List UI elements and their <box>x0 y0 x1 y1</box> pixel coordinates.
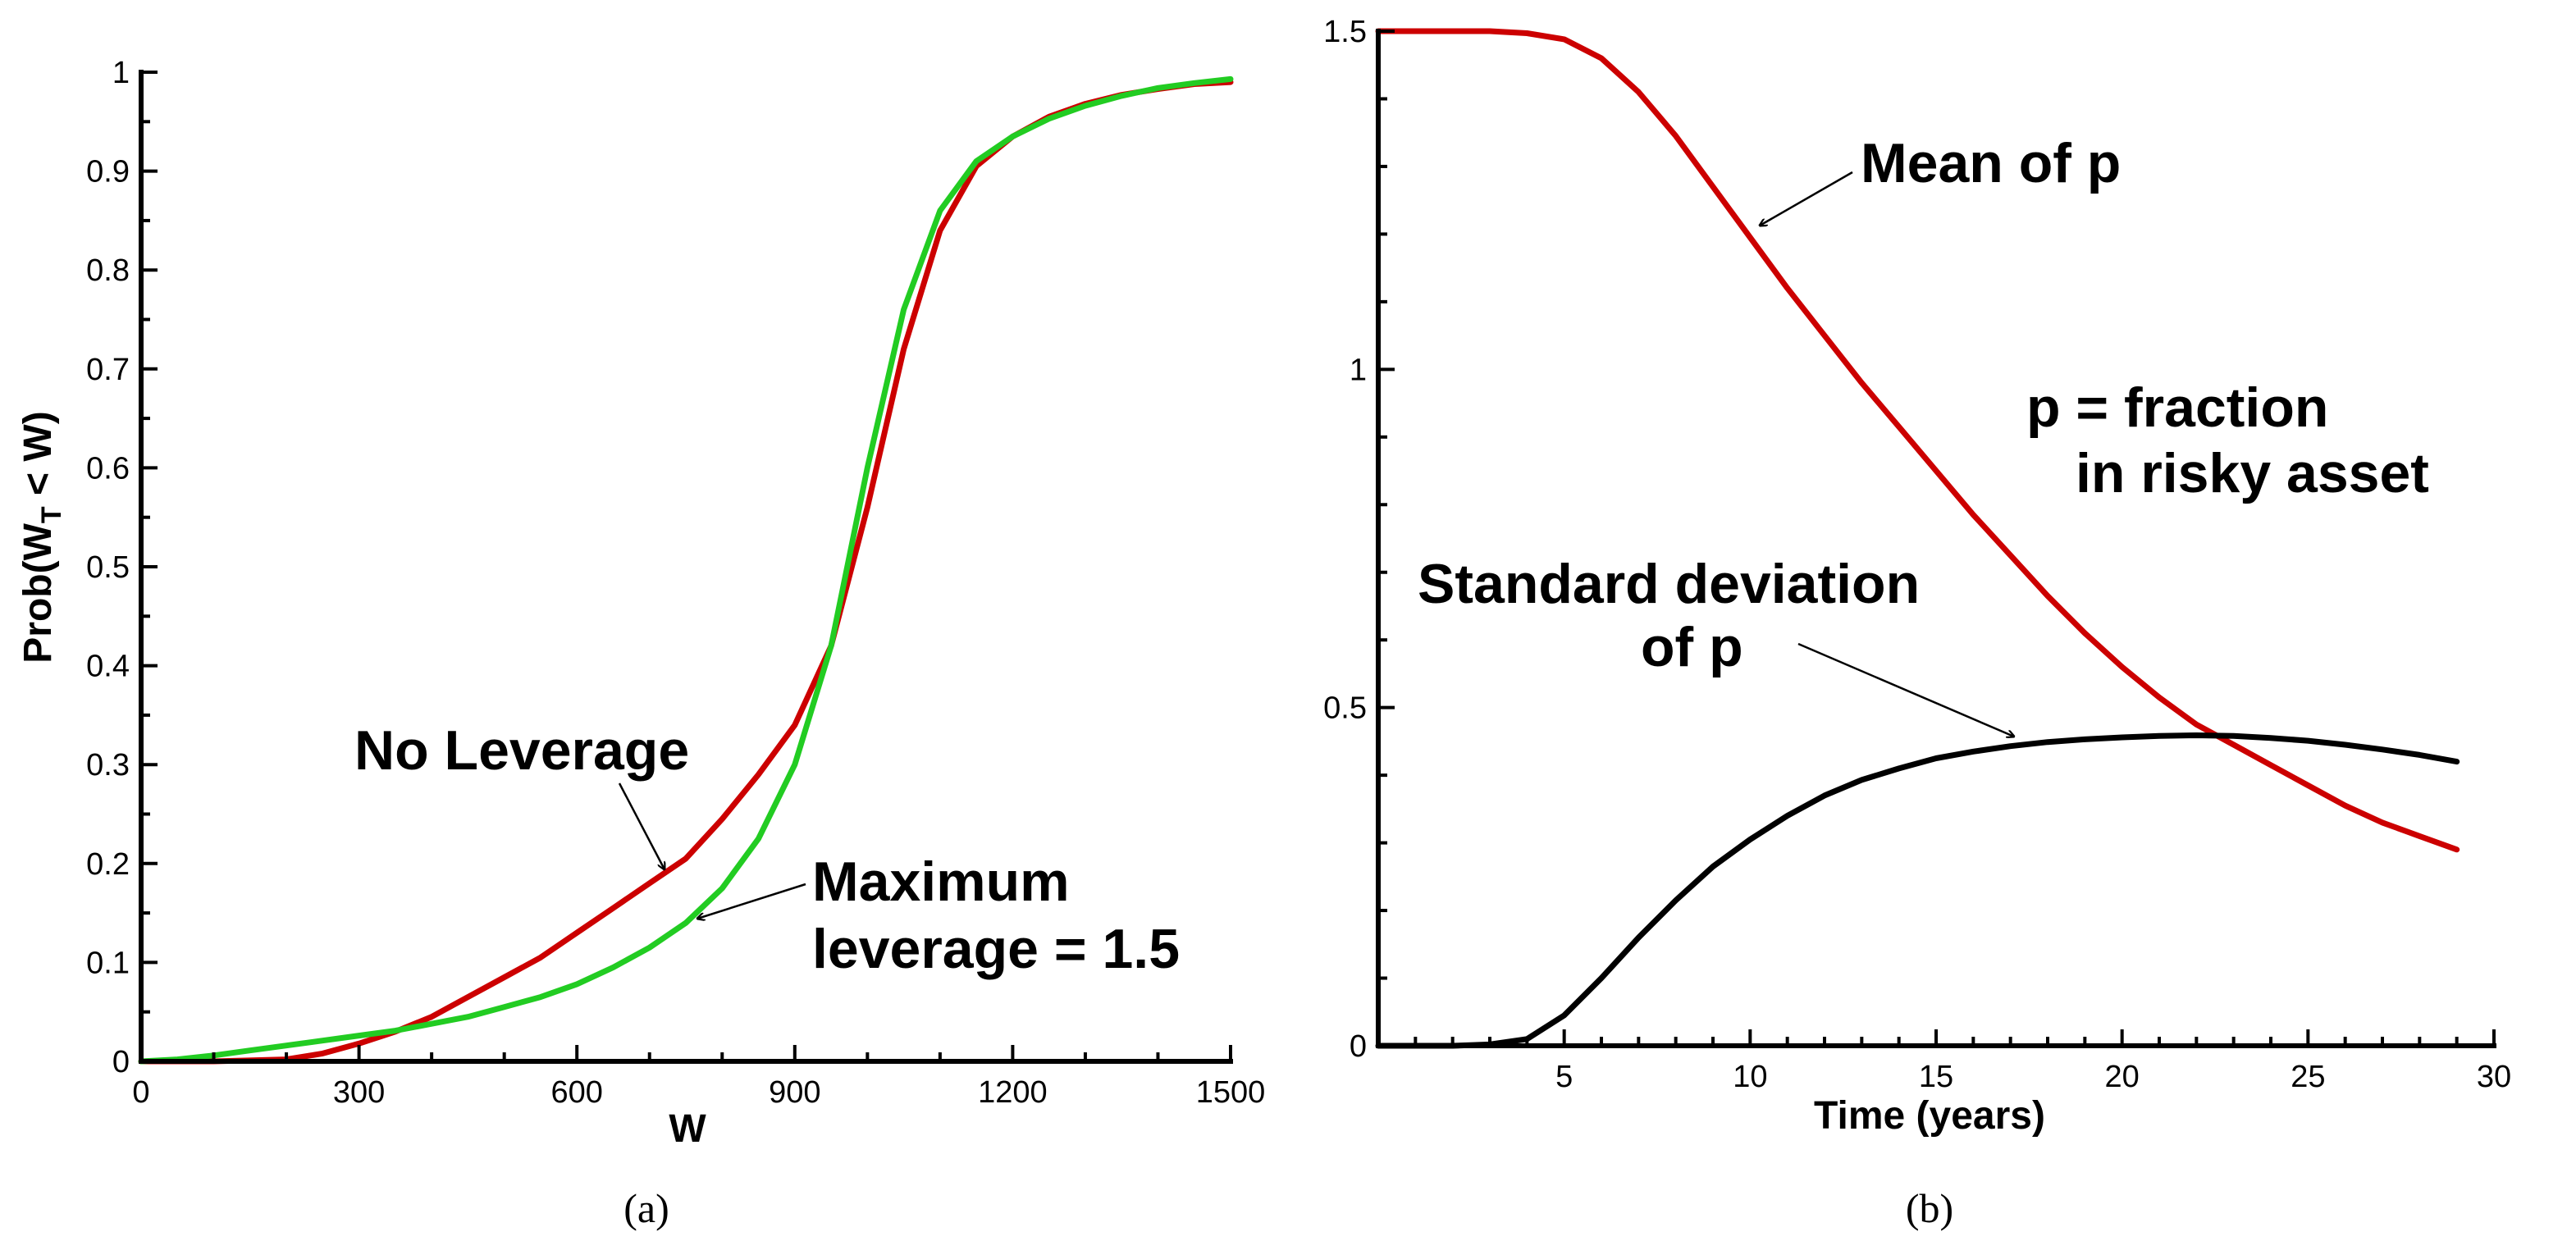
panel-a-y-axis-title: Prob(WT < W) <box>16 411 67 663</box>
panel-a-y-tick-label: 0.8 <box>86 253 130 288</box>
annotation-std-dev-line2: of p <box>1641 616 1743 678</box>
panel-b-x-tick-label: 30 <box>2477 1060 2511 1094</box>
panel-b-label: (b) <box>1906 1185 1953 1231</box>
panel-a-y-tick-label: 0.3 <box>86 748 130 782</box>
annotation-no-leverage-arrow <box>618 782 665 869</box>
panel-a-series-no-leverage <box>138 79 1234 1065</box>
panel-a-series-maximum-leverage-1-5 <box>138 75 1234 1065</box>
panel-a-x-tick-label: 600 <box>550 1075 602 1110</box>
panel-a-axes: 0 300 600 900 1200 1500 0 0.1 0.2 0.3 0.4 0.5 0.6 0.7… <box>86 56 1265 1110</box>
panel-a-y-tick-label: 0 <box>112 1045 130 1079</box>
panel-a-x-tick-label: 900 <box>769 1075 820 1110</box>
y-title-rest: < W) <box>16 411 60 506</box>
panel-a-y-tick-label: 0.1 <box>86 946 130 980</box>
annotation-std-dev-arrow <box>1797 642 2014 737</box>
panel-b-series-standard-deviation-of-p <box>1375 732 2460 1049</box>
annotation-mean-of-p-arrow <box>1760 171 1853 226</box>
panel-b-x-tick-label: 5 <box>1555 1060 1573 1094</box>
y-title-sub: T <box>36 506 67 523</box>
panel-a-x-tick-label: 0 <box>132 1075 149 1110</box>
annotation-no-leverage: No Leverage <box>354 719 689 782</box>
panel-a-y-tick-label: 0.5 <box>86 550 130 585</box>
annotation-p-fraction-line2: in risky asset <box>2076 442 2429 504</box>
panel-a-x-tick-label: 1200 <box>978 1075 1048 1110</box>
panel-a-y-tick-label: 0.6 <box>86 451 130 486</box>
annotation-p-fraction-line1: p = fraction <box>2026 376 2328 439</box>
panel-b-series-mean-of-p <box>1375 28 2460 853</box>
panel-a-y-tick-label: 0.7 <box>86 353 130 387</box>
panel-a-x-axis-title: W <box>669 1107 706 1151</box>
panel-a-y-tick-label: 0.9 <box>86 155 130 189</box>
panel-a-label: (a) <box>623 1185 669 1231</box>
panel-b-x-tick-label: 15 <box>1919 1060 1953 1094</box>
panel-b-x-tick-label: 25 <box>2291 1060 2325 1094</box>
panel-a-chart: 0 300 600 900 1200 1500 0 0.1 0.2 0.3 0.4 0.5 0.6 0.7… <box>16 56 1265 1231</box>
panel-b-x-axis-title: Time (years) <box>1814 1094 2045 1138</box>
annotation-std-dev-line1: Standard deviation <box>1418 553 1920 615</box>
panel-a-y-tick-label: 1 <box>112 56 130 90</box>
panel-b-x-tick-label: 20 <box>2105 1060 2140 1094</box>
panel-b-axes: 5 10 15 20 25 30 0 0.5 1 1.5 <box>1323 15 2511 1094</box>
annotation-max-leverage-line2: leverage = 1.5 <box>812 918 1180 980</box>
panel-b-chart: 5 10 15 20 25 30 0 0.5 1 1.5 Time (years) Mean of… <box>1323 15 2511 1231</box>
panel-b-y-tick-label: 1 <box>1350 353 1367 387</box>
panel-b-y-tick-label: 1.5 <box>1323 15 1367 49</box>
panel-a-y-tick-label: 0.2 <box>86 847 130 882</box>
annotation-mean-of-p: Mean of p <box>1861 132 2121 194</box>
panel-b-y-tick-label: 0.5 <box>1323 691 1367 726</box>
annotation-max-leverage-arrow <box>697 883 806 919</box>
panel-b-plot-area <box>1375 28 2460 1049</box>
panel-b-x-tick-label: 10 <box>1733 1060 1767 1094</box>
panel-a-y-tick-label: 0.4 <box>86 650 130 684</box>
panel-a-x-tick-label: 300 <box>333 1075 385 1110</box>
y-title-main: Prob(W <box>16 522 60 663</box>
annotation-max-leverage-line1: Maximum <box>812 851 1070 913</box>
panel-a-x-tick-label: 1500 <box>1196 1075 1266 1110</box>
panel-b-y-tick-label: 0 <box>1350 1029 1367 1064</box>
panel-a-plot-area <box>138 75 1234 1065</box>
